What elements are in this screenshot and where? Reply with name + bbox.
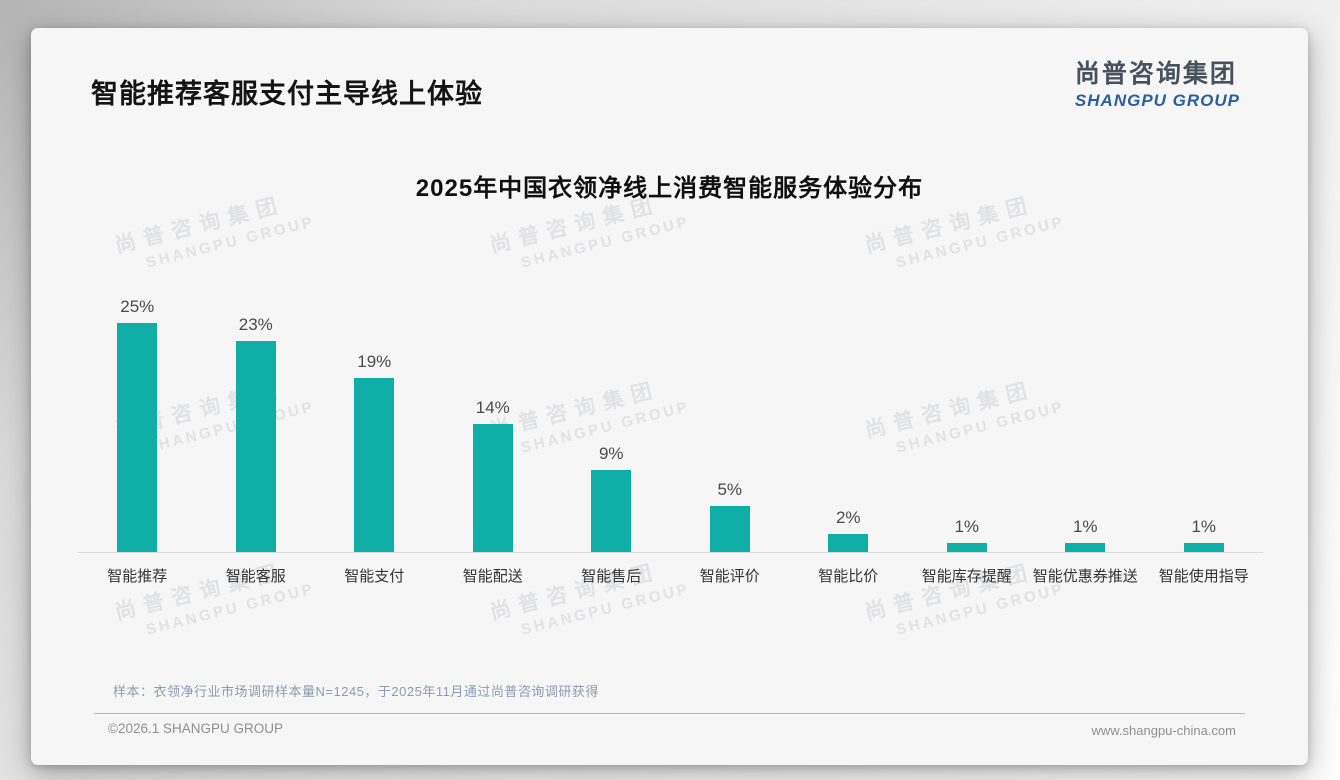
category-label: 智能使用指导 (1158, 568, 1249, 585)
bar-value-label: 1% (1191, 517, 1217, 536)
bar-value-label: 19% (357, 352, 392, 371)
bar-value-label: 1% (954, 517, 980, 536)
website-url: www.shangpu-china.com (1091, 723, 1236, 738)
watermark-text-cn: 尚普咨询集团 (862, 560, 1038, 625)
watermark-text-en: SHANGPU GROUP (144, 213, 317, 272)
category-label: 智能库存提醒 (921, 568, 1012, 585)
bar-column: 1% (908, 282, 1027, 552)
watermark-text-cn: 尚普咨询集团 (112, 560, 288, 625)
copyright-text: ©2026.1 SHANGPU GROUP (108, 721, 284, 736)
bar-column: 5% (671, 282, 790, 552)
bar-value-label: 5% (717, 480, 743, 499)
bar-value-label: 23% (238, 315, 273, 334)
chart-title: 2025年中国衣领净线上消费智能服务体验分布 (415, 175, 924, 202)
sample-note: 样本：衣领净行业市场调研样本量N=1245，于2025年11月通过尚普咨询调研获… (113, 684, 599, 699)
bar (828, 534, 869, 552)
bar (1183, 543, 1224, 552)
x-axis-labels: 智能推荐 智能客服 智能支付 智能配送 智能售后 智能评价 智能比价 智能库存提醒 智能优惠券推… (78, 565, 1263, 586)
bar-column: 1% (1145, 282, 1264, 552)
watermark-text-en: SHANGPU GROUP (144, 580, 317, 639)
x-axis-line (78, 552, 1263, 553)
bar-chart: 25% 23% 19% 14% 9% 5% 2% 1% 1% 1% (78, 282, 1263, 552)
bar (946, 543, 987, 552)
bar-column: 19% (315, 282, 434, 552)
slide-card: 尚普咨询集团 SHANGPU GROUP 尚普咨询集团 SHANGPU GROUP 尚普… (31, 28, 1308, 765)
watermark-text-en: SHANGPU GROUP (519, 213, 692, 272)
bar-column: 25% (78, 282, 197, 552)
page-title: 智能推荐客服支付主导线上体验 (91, 79, 483, 109)
bar-value-label: 14% (475, 398, 510, 417)
bar (117, 323, 158, 552)
category-label: 智能优惠券推送 (1032, 568, 1138, 585)
watermark: 尚普咨询集团 SHANGPU GROUP (861, 549, 1067, 645)
watermark: 尚普咨询集团 SHANGPU GROUP (486, 549, 692, 645)
bar (472, 424, 513, 552)
logo-text-en: SHANGPU GROUP (1074, 91, 1240, 110)
bar-column: 14% (434, 282, 553, 552)
category-label: 智能配送 (462, 568, 523, 585)
watermark-text-en: SHANGPU GROUP (519, 580, 692, 639)
category-label: 智能支付 (344, 568, 405, 585)
bar-value-label: 1% (1072, 517, 1098, 536)
company-logo: 尚普咨询集团 SHANGPU GROUP (1075, 54, 1240, 111)
category-label: 智能推荐 (107, 568, 168, 585)
bar (709, 506, 750, 552)
logo-text-cn: 尚普咨询集团 (1074, 60, 1237, 88)
bar-value-label: 25% (120, 297, 155, 316)
bar-column: 23% (197, 282, 316, 552)
bar-column: 1% (1026, 282, 1145, 552)
category-label: 智能比价 (818, 568, 879, 585)
bar (591, 470, 632, 552)
bar (1065, 543, 1106, 552)
bar-column: 9% (552, 282, 671, 552)
category-label: 智能客服 (225, 568, 286, 585)
bar-value-label: 2% (835, 508, 861, 527)
watermark-text-cn: 尚普咨询集团 (487, 560, 663, 625)
bar (235, 341, 276, 552)
category-label: 智能评价 (699, 568, 760, 585)
bar (354, 378, 395, 552)
category-label: 智能售后 (581, 568, 642, 585)
watermark: 尚普咨询集团 SHANGPU GROUP (111, 549, 317, 645)
watermark-text-en: SHANGPU GROUP (894, 213, 1067, 272)
footer-divider (94, 713, 1245, 714)
bar-value-label: 9% (598, 444, 624, 463)
watermark-text-en: SHANGPU GROUP (894, 580, 1067, 639)
bar-column: 2% (789, 282, 908, 552)
